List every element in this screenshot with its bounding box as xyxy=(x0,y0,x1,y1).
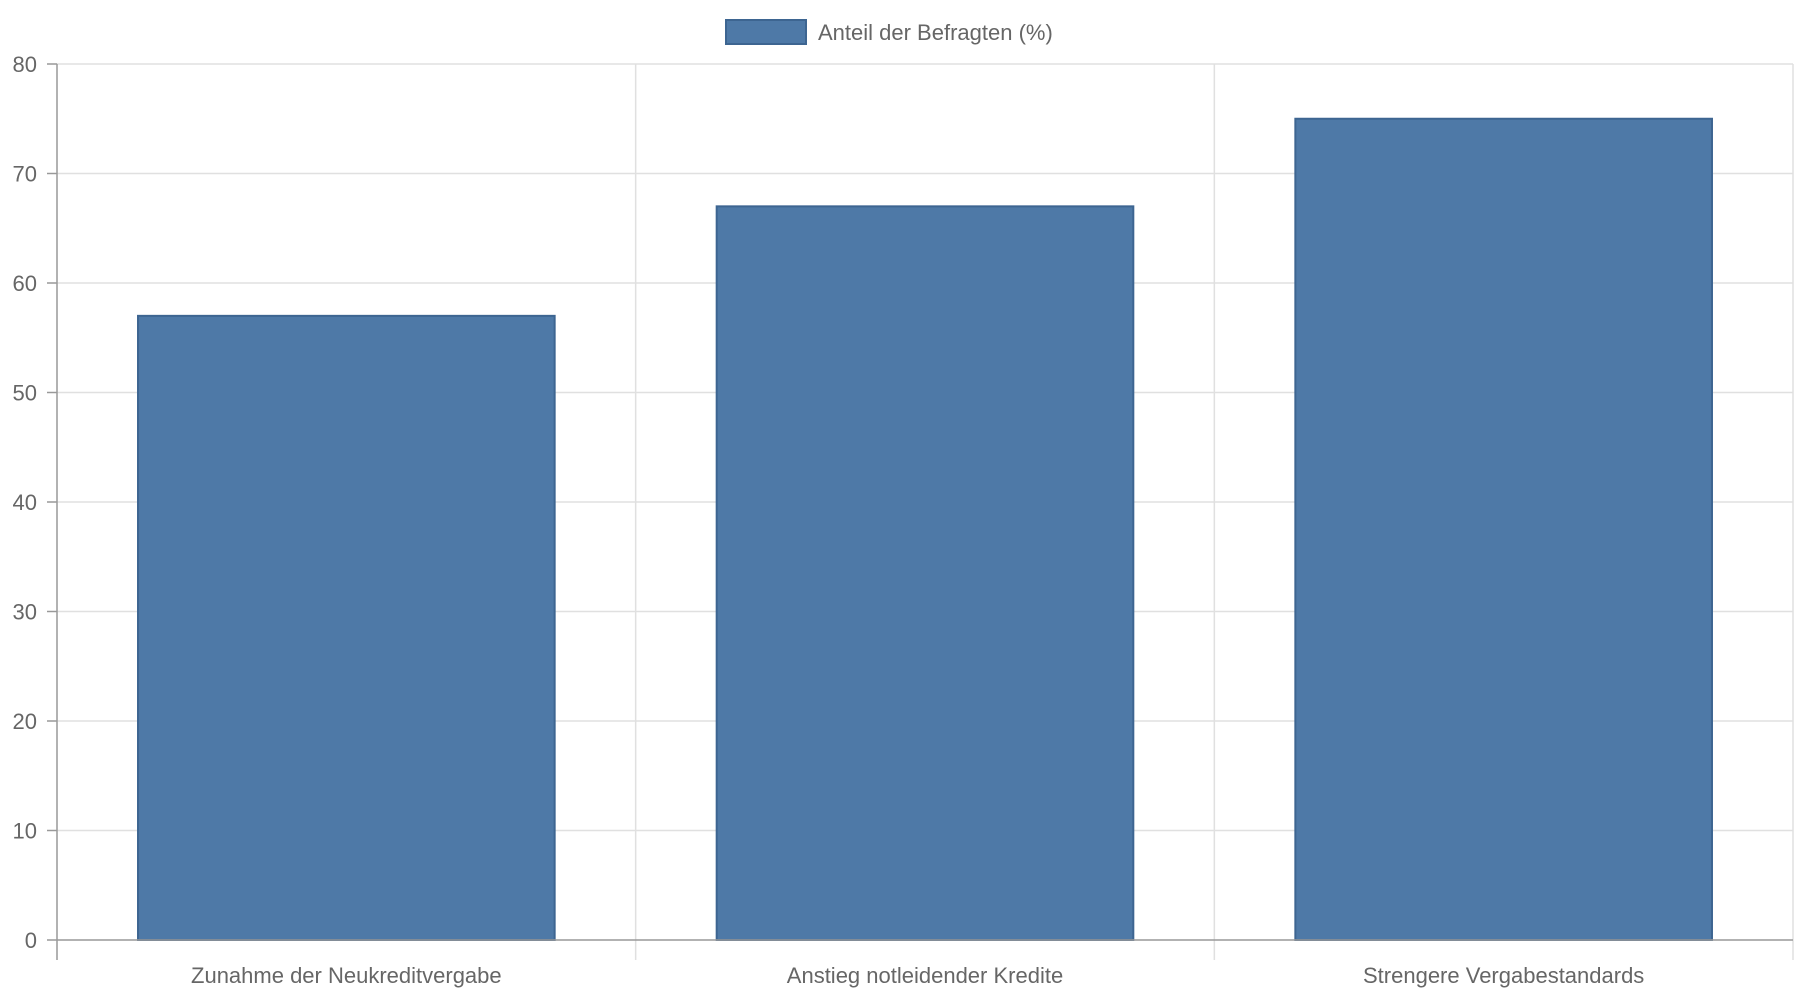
legend[interactable]: Anteil der Befragten (%) xyxy=(725,19,1053,45)
y-tick-label: 10 xyxy=(13,819,37,844)
legend-label[interactable]: Anteil der Befragten (%) xyxy=(818,20,1053,45)
y-tick-label: 40 xyxy=(13,490,37,515)
y-tick-label: 50 xyxy=(13,381,37,406)
y-tick-label: 30 xyxy=(13,600,37,625)
y-tick-label: 80 xyxy=(13,52,37,77)
y-axis-ticks: 0 10 20 30 40 50 60 70 80 xyxy=(13,52,37,953)
x-tick-label: Anstieg notleidender Kredite xyxy=(787,963,1063,988)
bar[interactable] xyxy=(137,314,556,942)
axes xyxy=(56,64,1793,960)
bars xyxy=(137,117,1713,942)
y-tick-label: 0 xyxy=(25,928,37,953)
x-tick-label: Zunahme der Neukreditvergabe xyxy=(191,963,502,988)
legend-swatch[interactable] xyxy=(725,19,807,45)
y-tick-label: 70 xyxy=(13,162,37,187)
bar[interactable] xyxy=(715,205,1135,942)
x-axis-ticks: Zunahme der Neukreditvergabe Anstieg notl… xyxy=(191,963,1644,988)
x-tick-label: Strengere Vergabestandards xyxy=(1363,963,1644,988)
bar[interactable] xyxy=(1294,117,1713,941)
y-tick-label: 60 xyxy=(13,271,37,296)
y-tick-label: 20 xyxy=(13,709,37,734)
